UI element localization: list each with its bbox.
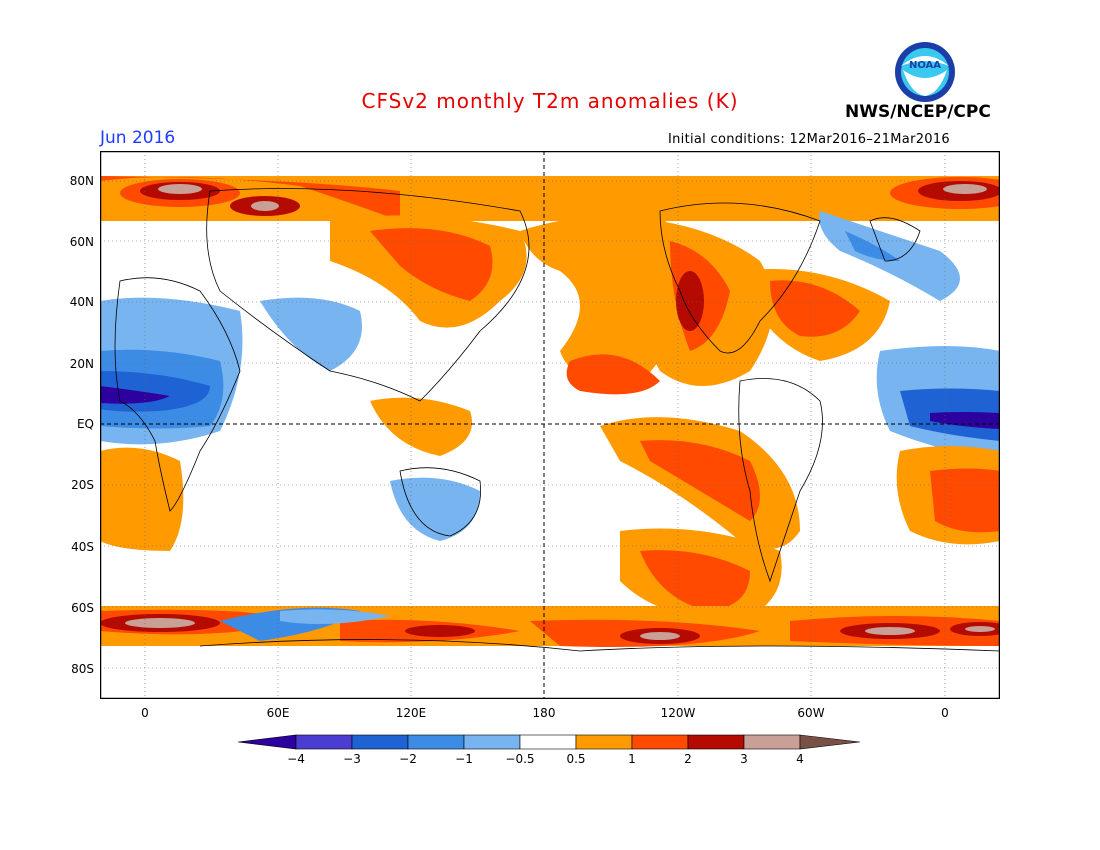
lat-label-80s: 80S [71, 662, 94, 676]
chart-title: CFSv2 monthly T2m anomalies (K) [361, 89, 739, 113]
colorbar-arrow-left [238, 734, 297, 750]
lat-label-20s: 20S [71, 478, 94, 492]
colorbar-bin-4 [463, 734, 521, 750]
colorbar-label-3: 3 [740, 752, 748, 766]
lon-label-60w: 60W [797, 706, 825, 720]
lon-label-120e: 120E [395, 706, 427, 720]
initial-conditions: Initial conditions: 12Mar2016–21Mar2016 [668, 132, 951, 147]
lat-label-40n: 40N [69, 295, 94, 309]
colorbar-label-m2: −2 [399, 752, 417, 766]
colorbar-bin-1 [295, 734, 353, 750]
colorbar-label-m3: −3 [343, 752, 361, 766]
anomaly-shading [100, 176, 1000, 647]
anomaly-map [100, 151, 1000, 699]
colorbar-bin-8 [687, 734, 745, 750]
colorbar [238, 734, 861, 750]
lon-label-120w: 120W [660, 706, 696, 720]
lon-label-60e: 60E [266, 706, 290, 720]
lon-label-180: 180 [532, 706, 556, 720]
colorbar-label-2: 2 [684, 752, 692, 766]
colorbar-bin-3 [407, 734, 465, 750]
colorbar-bin-5 [519, 734, 577, 750]
target-month: Jun 2016 [100, 128, 176, 148]
lat-label-eq: EQ [76, 417, 94, 431]
coastlines [114, 188, 1000, 652]
colorbar-bin-6 [575, 734, 633, 750]
colorbar-bin-2 [351, 734, 409, 750]
lat-label-20n: 20N [69, 357, 94, 371]
colorbar-arrow-right [799, 734, 861, 750]
colorbar-label-4: 4 [796, 752, 804, 766]
lat-label-60n: 60N [69, 235, 94, 249]
lon-label-0-right: 0 [941, 706, 949, 720]
lon-label-0-left: 0 [141, 706, 149, 720]
colorbar-bin-7 [631, 734, 689, 750]
colorbar-label-m4: −4 [287, 752, 305, 766]
noaa-logo-icon: NOAA [895, 42, 955, 102]
lat-lon-grid [100, 151, 1000, 699]
lat-label-40s: 40S [71, 540, 94, 554]
lat-label-80n: 80N [69, 174, 94, 188]
colorbar-bin-9 [743, 734, 801, 750]
colorbar-label-1: 1 [628, 752, 636, 766]
lat-label-60s: 60S [71, 601, 94, 615]
org-label: NWS/NCEP/CPC [845, 102, 991, 122]
colorbar-label-m1: −1 [455, 752, 473, 766]
colorbar-label-m05: −0.5 [505, 752, 535, 766]
logo-text: NOAA [909, 60, 941, 71]
colorbar-label-05: 0.5 [566, 752, 586, 766]
